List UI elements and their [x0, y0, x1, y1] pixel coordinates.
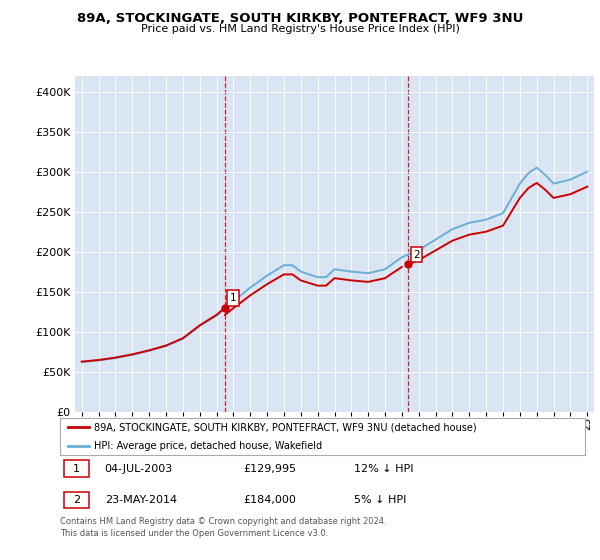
Text: 2: 2	[73, 495, 80, 505]
Text: 2: 2	[413, 250, 420, 260]
Text: 1: 1	[230, 293, 237, 303]
Text: Price paid vs. HM Land Registry's House Price Index (HPI): Price paid vs. HM Land Registry's House …	[140, 24, 460, 34]
Text: HPI: Average price, detached house, Wakefield: HPI: Average price, detached house, Wake…	[94, 441, 322, 451]
Text: 23-MAY-2014: 23-MAY-2014	[104, 495, 177, 505]
Text: 89A, STOCKINGATE, SOUTH KIRKBY, PONTEFRACT, WF9 3NU: 89A, STOCKINGATE, SOUTH KIRKBY, PONTEFRA…	[77, 12, 523, 25]
Text: 12% ↓ HPI: 12% ↓ HPI	[354, 464, 413, 474]
Text: £184,000: £184,000	[244, 495, 296, 505]
Text: 5% ↓ HPI: 5% ↓ HPI	[354, 495, 406, 505]
FancyBboxPatch shape	[64, 460, 89, 477]
Text: 1: 1	[73, 464, 80, 474]
FancyBboxPatch shape	[64, 492, 89, 508]
Text: Contains HM Land Registry data © Crown copyright and database right 2024.
This d: Contains HM Land Registry data © Crown c…	[60, 517, 386, 538]
Text: 04-JUL-2003: 04-JUL-2003	[104, 464, 173, 474]
Text: 89A, STOCKINGATE, SOUTH KIRKBY, PONTEFRACT, WF9 3NU (detached house): 89A, STOCKINGATE, SOUTH KIRKBY, PONTEFRA…	[94, 422, 477, 432]
Text: £129,995: £129,995	[244, 464, 297, 474]
